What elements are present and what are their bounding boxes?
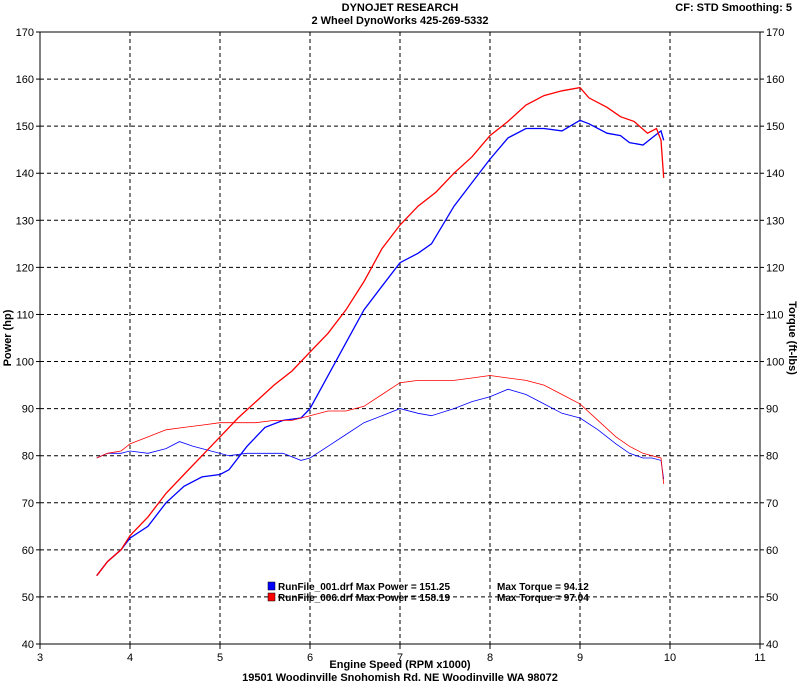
- runfile-006-drf-power-line: [96, 86, 665, 577]
- right-tick-label: 130: [766, 215, 784, 227]
- data-lines: [96, 86, 665, 577]
- legend-torque-label: Max Torque = 97.04: [497, 593, 589, 604]
- x-tick-label: 8: [487, 652, 493, 664]
- left-tick-label: 110: [16, 309, 34, 321]
- right-tick-label: 110: [766, 309, 784, 321]
- runfile-001-drf-power-line: [96, 119, 665, 577]
- left-tick-label: 40: [22, 639, 34, 651]
- left-tick-label: 90: [22, 404, 34, 416]
- left-tick-label: 170: [16, 27, 34, 39]
- legend-swatch: [267, 581, 276, 591]
- x-tick-label: 9: [577, 652, 583, 664]
- left-tick-label: 60: [22, 545, 34, 557]
- right-axis-title: Torque (ft-lbs): [786, 301, 798, 375]
- left-tick-label: 80: [22, 451, 34, 463]
- right-tick-label: 90: [766, 404, 778, 416]
- footer-address: 19501 Woodinville Snohomish Rd. NE Woodi…: [242, 672, 558, 684]
- left-tick-label: 140: [16, 168, 34, 180]
- runfile-006-drf-torque-line: [96, 375, 665, 484]
- x-tick-label: 4: [127, 652, 133, 664]
- chart-subtitle: 2 Wheel DynoWorks 425-269-5332: [311, 15, 489, 27]
- left-tick-label: 160: [16, 74, 34, 86]
- runfile-001-drf-torque-line: [96, 388, 665, 480]
- right-tick-label: 120: [766, 262, 784, 274]
- legend-swatch: [267, 592, 276, 602]
- right-tick-label: 70: [766, 498, 778, 510]
- left-tick-label: 50: [22, 592, 34, 604]
- right-tick-label: 60: [766, 545, 778, 557]
- right-tick-label: 50: [766, 592, 778, 604]
- x-tick-label: 7: [397, 652, 403, 664]
- legend: RunFile_001.drf Max Power = 151.25 Max To…: [267, 581, 589, 604]
- legend-power-label: RunFile_006.drf Max Power = 158.19: [278, 593, 450, 604]
- right-tick-label: 100: [766, 357, 784, 369]
- x-tick-label: 10: [664, 652, 676, 664]
- right-tick-label: 140: [766, 168, 784, 180]
- left-tick-label: 120: [16, 262, 34, 274]
- grid: [36, 31, 764, 649]
- chart-title: DYNOJET RESEARCH: [341, 2, 459, 14]
- legend-torque-label: Max Torque = 94.12: [497, 582, 589, 593]
- left-tick-label: 150: [16, 121, 34, 133]
- left-tick-label: 70: [22, 498, 34, 510]
- right-tick-label: 150: [766, 121, 784, 133]
- left-tick-label: 130: [16, 215, 34, 227]
- right-tick-label: 170: [766, 27, 784, 39]
- x-axis-title: Engine Speed (RPM x1000): [329, 659, 471, 671]
- left-tick-label: 100: [16, 357, 34, 369]
- legend-power-label: RunFile_001.drf Max Power = 151.25: [278, 582, 450, 593]
- x-tick-label: 5: [217, 652, 223, 664]
- left-axis-title: Power (hp): [2, 309, 14, 366]
- right-tick-label: 80: [766, 451, 778, 463]
- right-tick-label: 160: [766, 74, 784, 86]
- x-tick-label: 11: [754, 652, 765, 664]
- x-tick-label: 6: [307, 652, 313, 664]
- right-tick-label: 40: [766, 639, 778, 651]
- correction-factor-info: CF: STD Smoothing: 5: [675, 2, 792, 14]
- x-tick-label: 3: [37, 652, 43, 664]
